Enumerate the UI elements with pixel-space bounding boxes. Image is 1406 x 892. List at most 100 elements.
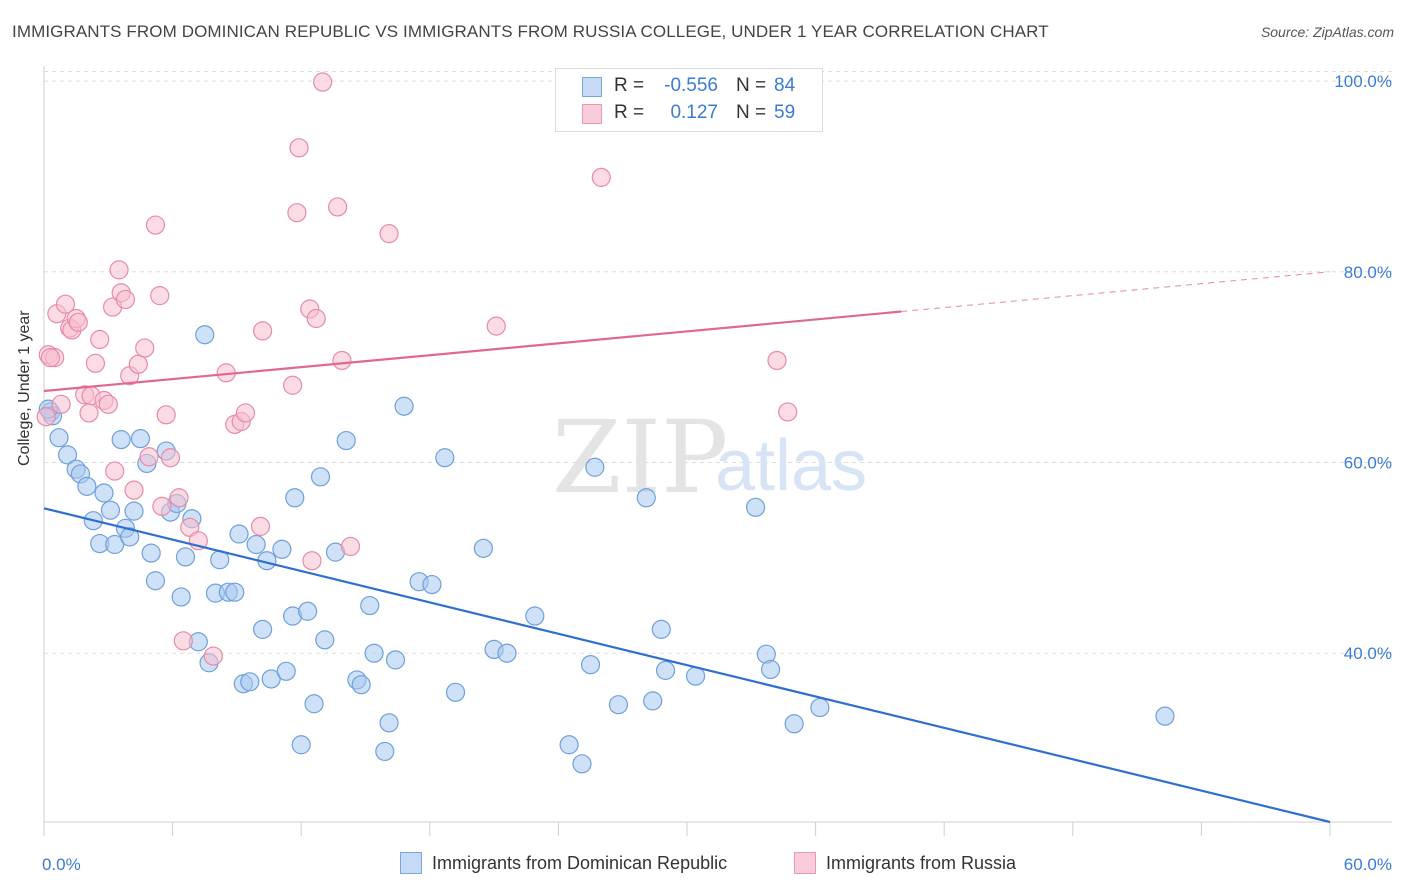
- point-dominican: [379, 713, 399, 733]
- point-dominican: [572, 754, 592, 774]
- point-russia: [250, 516, 271, 536]
- trend-line-russia: [43, 310, 902, 393]
- point-dominican: [225, 582, 245, 602]
- y-tick-label: 40.0%: [1344, 644, 1392, 663]
- point-russia: [591, 167, 611, 187]
- point-dominican: [315, 630, 335, 650]
- point-dominican: [49, 428, 69, 448]
- watermark-atlas: atlas: [715, 426, 867, 506]
- legend-n-value: 84: [774, 75, 796, 96]
- point-dominican: [608, 695, 629, 715]
- point-russia: [180, 517, 200, 537]
- point-dominican: [141, 543, 161, 563]
- point-dominican: [445, 682, 466, 702]
- point-russia: [160, 448, 181, 468]
- point-russia: [173, 631, 193, 651]
- point-russia: [128, 354, 148, 374]
- point-russia: [152, 496, 172, 516]
- legend-n-label: N =: [736, 102, 767, 123]
- legend-label-dominican: Immigrants from Dominican Republic: [432, 852, 728, 873]
- y-tick-label: 80.0%: [1344, 263, 1392, 282]
- point-dominican: [240, 672, 260, 692]
- chart-title: IMMIGRANTS FROM DOMINICAN REPUBLIC VS IM…: [12, 22, 1049, 41]
- point-dominican: [304, 694, 324, 714]
- point-russia: [486, 316, 506, 336]
- point-dominican: [195, 325, 215, 345]
- point-dominican: [585, 457, 605, 477]
- point-russia: [115, 289, 136, 310]
- point-russia: [36, 407, 56, 427]
- point-dominican: [100, 500, 121, 520]
- point-dominican: [336, 430, 356, 451]
- point-dominican: [745, 497, 766, 517]
- point-dominican: [124, 501, 144, 521]
- legend-swatch-russia: [794, 852, 816, 874]
- y-tick-label: 60.0%: [1344, 454, 1392, 473]
- point-russia: [98, 394, 118, 414]
- point-dominican: [171, 587, 191, 607]
- trend-line-russia-extension: [901, 271, 1331, 313]
- point-dominican: [784, 714, 804, 734]
- point-russia: [90, 329, 110, 350]
- grid-lines: [44, 71, 1392, 654]
- point-russia: [169, 488, 189, 508]
- point-russia: [289, 138, 309, 158]
- point-russia: [139, 447, 159, 467]
- point-dominican: [175, 547, 196, 567]
- point-dominican: [105, 534, 125, 555]
- point-russia: [203, 646, 223, 666]
- point-dominican: [1155, 706, 1175, 726]
- point-russia: [287, 203, 307, 223]
- point-dominican: [77, 476, 97, 496]
- legend-item-russia[interactable]: Immigrants from Russia: [794, 852, 1016, 874]
- legend-r-label: R =: [614, 102, 645, 123]
- point-dominican: [229, 524, 249, 544]
- point-dominican: [394, 396, 414, 416]
- point-dominican: [276, 661, 296, 681]
- point-russia: [332, 350, 352, 371]
- point-dominican: [246, 534, 266, 555]
- point-dominican: [643, 691, 663, 711]
- legend-swatch-russia: [582, 104, 602, 124]
- stats-legend: R = -0.556 N = 84 R = 0.127 N = 59: [555, 68, 823, 132]
- point-russia: [40, 348, 61, 368]
- point-russia: [156, 405, 176, 425]
- point-dominican: [636, 488, 656, 508]
- point-russia: [306, 308, 326, 329]
- point-dominican: [497, 643, 517, 663]
- legend-n-value: 59: [774, 102, 796, 123]
- point-dominican: [651, 619, 671, 639]
- point-russia: [145, 215, 166, 235]
- tick-labels: 40.0% 60.0% 80.0% 100.0% 0.0% 60.0%: [42, 72, 1392, 874]
- legend-item-dominican[interactable]: Immigrants from Dominican Republic: [400, 852, 727, 874]
- point-dominican: [261, 669, 281, 689]
- point-russia: [124, 480, 144, 500]
- point-russia: [778, 402, 798, 422]
- point-dominican: [351, 675, 371, 695]
- y-axis-label: College, Under 1 year: [16, 310, 33, 466]
- point-dominican: [253, 619, 273, 639]
- point-russia: [283, 375, 303, 395]
- point-dominican: [655, 660, 676, 680]
- x-tick-label: 0.0%: [42, 855, 81, 874]
- data-points: [36, 72, 1175, 774]
- point-dominican: [130, 429, 151, 449]
- point-dominican: [810, 697, 830, 718]
- point-russia: [85, 353, 106, 373]
- point-dominican: [120, 527, 140, 547]
- point-russia: [51, 394, 71, 414]
- point-dominican: [310, 467, 331, 487]
- point-russia: [68, 312, 88, 332]
- point-russia: [105, 461, 125, 481]
- point-russia: [109, 260, 129, 280]
- point-dominican: [291, 735, 311, 755]
- point-dominican: [760, 659, 781, 680]
- trend-lines: [43, 271, 1331, 824]
- legend-r-value: -0.556: [664, 75, 718, 96]
- point-dominican: [298, 601, 318, 621]
- point-russia: [55, 294, 76, 314]
- point-russia: [253, 321, 273, 341]
- legend-n-label: N =: [736, 75, 767, 96]
- point-russia: [379, 224, 399, 244]
